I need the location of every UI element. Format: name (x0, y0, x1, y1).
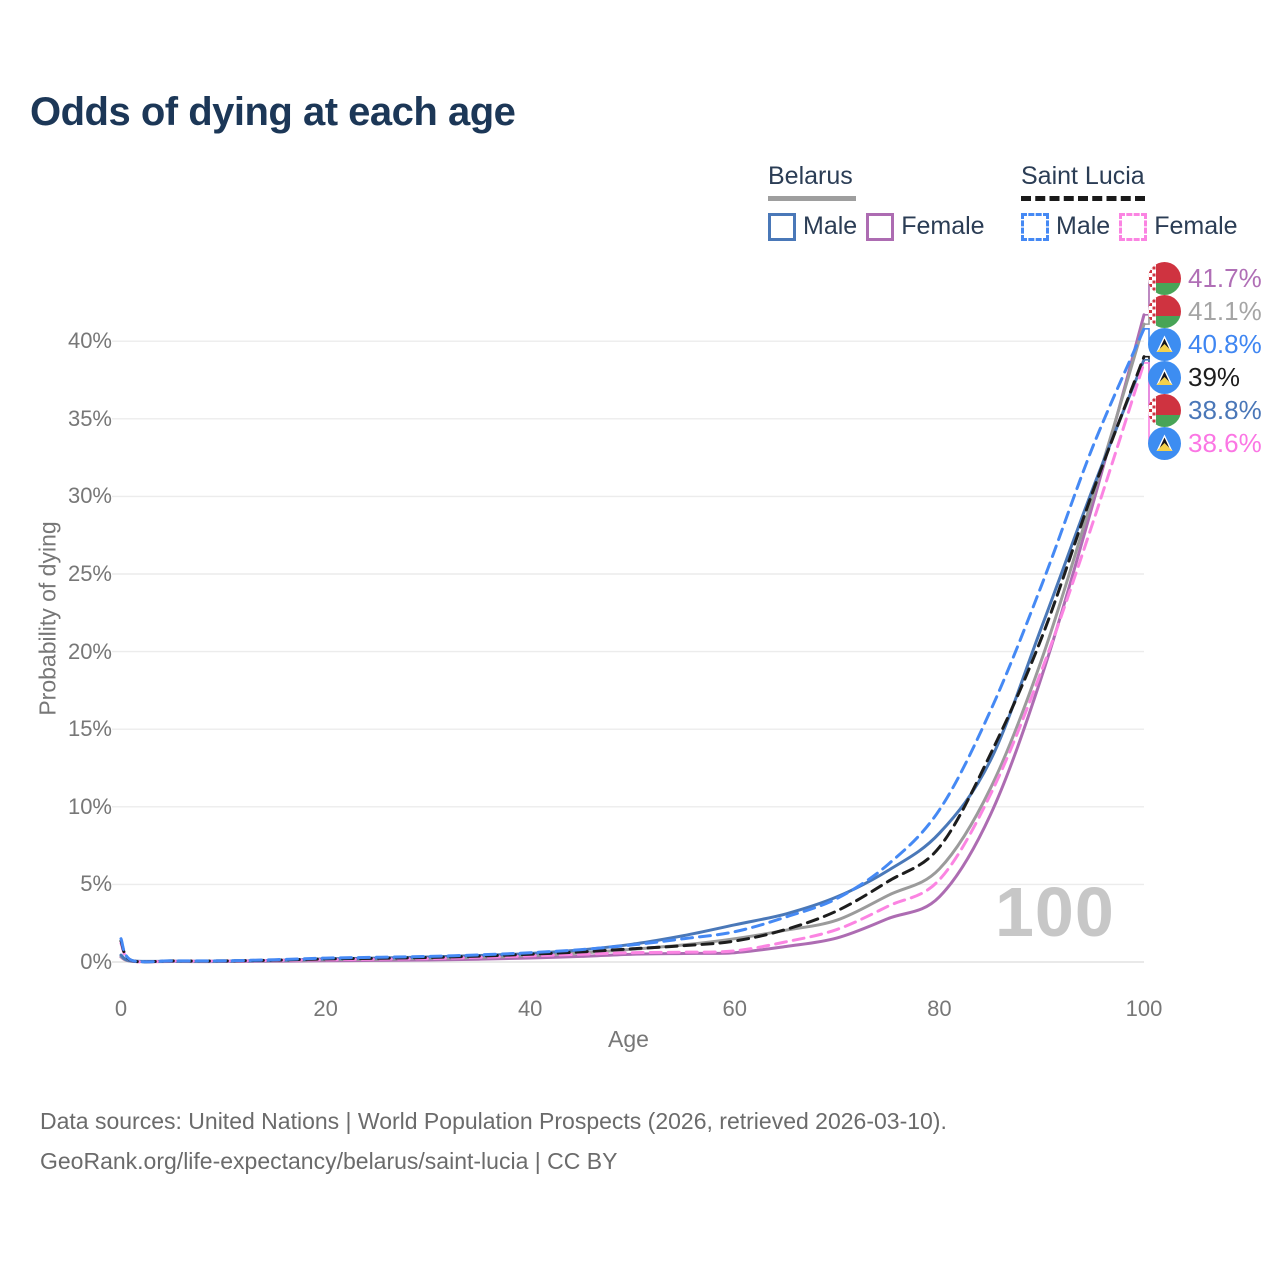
age-watermark: 100 (995, 873, 1115, 951)
x-axis-title: Age (608, 1026, 649, 1052)
y-tick-label: 35% (67, 405, 112, 431)
y-tick-label: 5% (80, 871, 112, 897)
x-tick-label: 40 (517, 996, 543, 1021)
y-tick-label: 20% (67, 638, 112, 664)
end-label-belarus-male: 38.8% (1148, 393, 1262, 427)
y-tick-label: 10% (67, 793, 112, 819)
series-line-belarus-female[interactable] (119, 313, 1146, 964)
legend-item-label: Female (901, 212, 985, 240)
saint-lucia-flag-icon (1148, 426, 1181, 460)
x-tick-label: 80 (927, 996, 952, 1021)
y-tick-label: 40% (67, 328, 112, 354)
legend-item-saint-lucia-female[interactable]: Female (1119, 212, 1238, 241)
belarus-flag-icon (1148, 294, 1181, 328)
end-label-belarus-female: 41.7% (1148, 261, 1262, 295)
saint-lucia-male-swatch-icon (1021, 212, 1049, 241)
belarus-male-swatch-icon (768, 212, 796, 241)
end-label-saint-lucia-total: 39% (1148, 360, 1240, 394)
legend-item-belarus-female[interactable]: Female (866, 212, 985, 241)
y-tick-label: 0% (80, 949, 112, 974)
attribution-text: GeoRank.org/life-expectancy/belarus/sain… (40, 1148, 618, 1174)
page-title: Odds of dying at each age (30, 90, 516, 134)
legend-underline-belarus (768, 196, 856, 201)
legend-country-saint-lucia[interactable]: Saint Lucia (1021, 162, 1145, 190)
x-tick-label: 60 (722, 996, 748, 1021)
y-axis-title: Probability of dying (34, 521, 61, 716)
series-line-saint-lucia-total[interactable] (119, 355, 1146, 964)
x-tick-label: 20 (313, 996, 338, 1021)
series-line-belarus-male[interactable] (119, 358, 1146, 963)
legend-group-saint-lucia: Saint Lucia Male Female (1021, 162, 1238, 241)
data-sources-text: Data sources: United Nations | World Pop… (40, 1108, 947, 1134)
y-tick-label: 30% (67, 483, 112, 509)
x-tick-label: 100 (1125, 996, 1163, 1021)
belarus-female-swatch-icon (866, 212, 895, 241)
series-line-saint-lucia-female[interactable] (119, 361, 1146, 964)
belarus-flag-icon (1148, 261, 1181, 295)
legend-item-label: Male (803, 212, 858, 240)
legend-country-belarus[interactable]: Belarus (768, 162, 853, 190)
y-tick-label: 25% (67, 561, 112, 586)
series-line-saint-lucia-male[interactable] (119, 327, 1146, 964)
end-label-saint-lucia-female: 38.6% (1148, 426, 1262, 460)
legend-group-belarus: Belarus Male Female (768, 162, 985, 241)
x-tick-label: 0 (114, 996, 128, 1021)
saint-lucia-flag-icon (1148, 360, 1181, 394)
belarus-flag-icon (1148, 393, 1181, 427)
legend-item-label: Female (1154, 212, 1238, 240)
end-label-belarus-total: 41.1% (1148, 294, 1262, 328)
y-tick-label: 15% (67, 716, 112, 742)
series-line-belarus-total[interactable] (119, 322, 1146, 964)
saint-lucia-flag-icon (1148, 327, 1181, 361)
saint-lucia-female-swatch-icon (1119, 212, 1148, 241)
legend-item-belarus-male[interactable]: Male (768, 212, 857, 241)
legend-underline-saint-lucia (1021, 196, 1145, 201)
legend-item-label: Male (1056, 212, 1111, 240)
end-label-saint-lucia-male: 40.8% (1148, 327, 1262, 361)
legend-item-saint-lucia-male[interactable]: Male (1021, 212, 1110, 241)
